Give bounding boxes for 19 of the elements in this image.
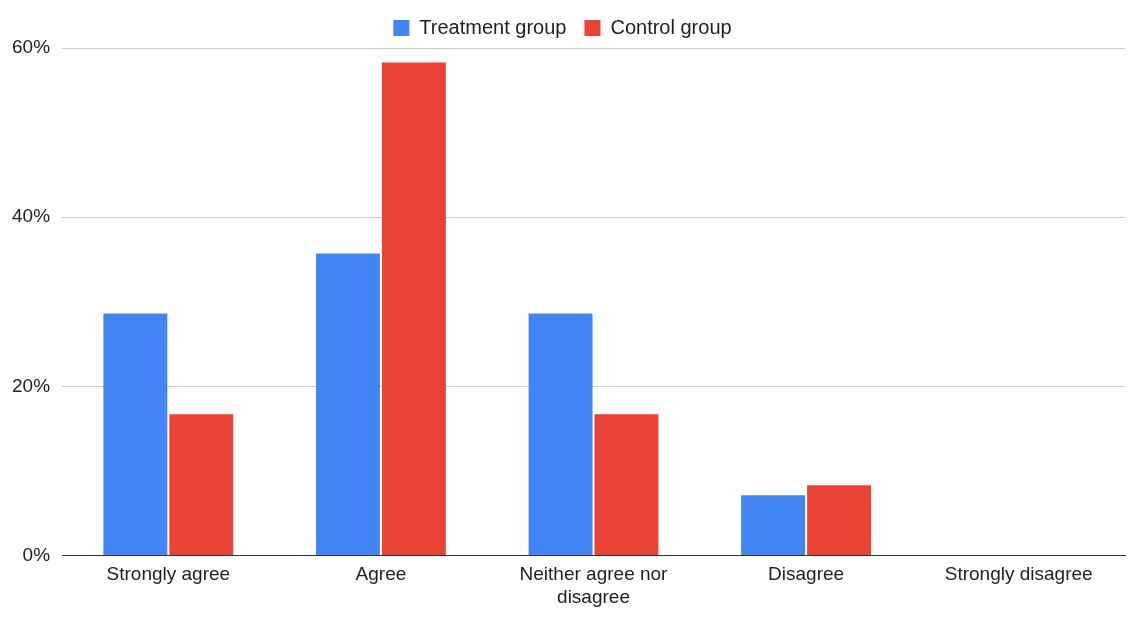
- bar: [316, 253, 380, 555]
- y-tick-label: 0%: [22, 543, 51, 565]
- bar: [594, 414, 659, 555]
- legend-label: Control group: [610, 15, 732, 38]
- bar: [381, 62, 446, 555]
- bar: [741, 495, 806, 555]
- y-tick-label: 20%: [12, 374, 51, 396]
- y-tick-label: 40%: [12, 205, 51, 227]
- x-tick-label: Neither agree nor disagree: [519, 563, 669, 607]
- x-tick-label: Strongly disagree: [944, 563, 1093, 585]
- bar: [103, 313, 168, 555]
- y-tick-label: 60%: [12, 36, 51, 58]
- bar: [528, 313, 593, 555]
- bar: [807, 485, 872, 555]
- x-tick-label: Agree: [355, 563, 407, 585]
- legend-label: Treatment group: [419, 15, 567, 38]
- x-tick-label: Strongly agree: [106, 563, 231, 585]
- bar: [169, 414, 234, 555]
- x-tick-label: Disagree: [768, 563, 845, 585]
